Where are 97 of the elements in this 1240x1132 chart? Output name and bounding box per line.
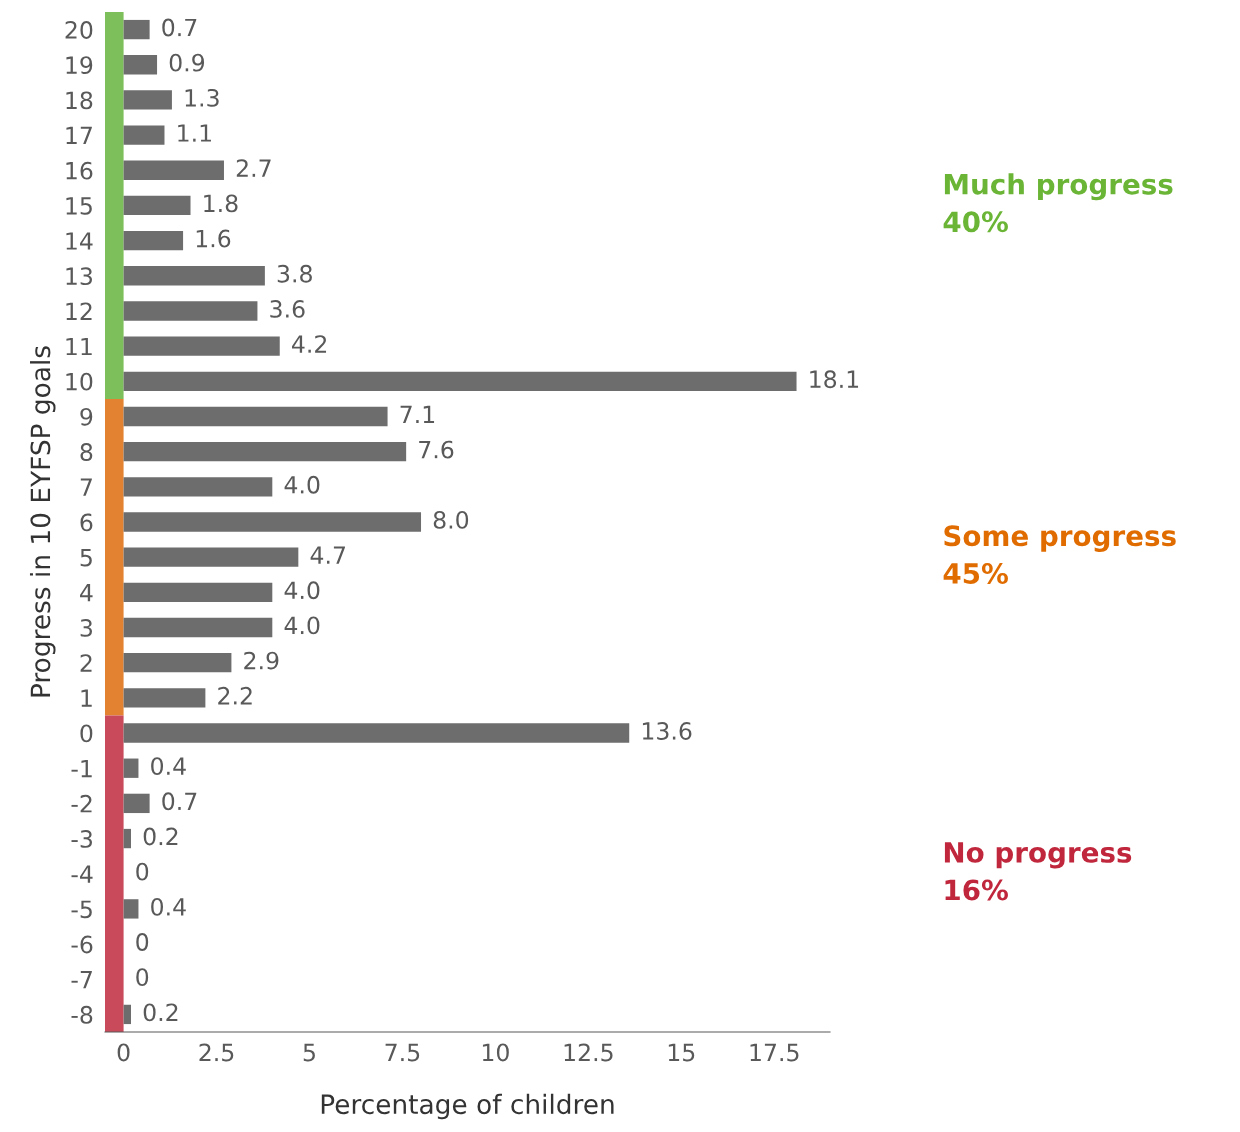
x-tick-label: 17.5 [750,1043,799,1062]
data-label: 13.6 [642,722,692,740]
bar [123,653,232,673]
y-tick-label: 9 [80,407,93,426]
y-tick-label: 13 [66,267,92,286]
y-tick-label: 3 [80,618,92,637]
data-label: 18.1 [810,370,859,389]
data-label: 3.6 [270,299,305,318]
y-tick-label: -4 [71,865,93,883]
y-tick-label: -5 [71,900,92,919]
bar [123,90,172,110]
data-label: 8.0 [433,510,469,529]
y-axis-title: Progress in 10 EYFSP goals [29,346,56,697]
y-tick-label: 6 [80,513,93,532]
y-tick-label: 18 [66,91,93,110]
bar [123,582,273,603]
y-tick-label: 4 [80,584,93,602]
data-label: 0 [136,862,149,881]
y-tick-label: -8 [71,1005,93,1024]
y-tick-label: 7 [80,478,92,496]
data-label: 0.9 [169,53,205,72]
data-label: 0.7 [162,792,197,811]
data-label: 0 [136,933,149,951]
y-tick-label: 14 [66,232,93,250]
y-tick-label: 15 [66,197,92,215]
x-tick-label: 15 [668,1043,695,1062]
data-label: 0 [136,968,149,987]
bar [123,160,224,180]
data-label: 2.2 [218,686,252,705]
bar [123,547,299,567]
data-label: 1.8 [204,194,238,213]
bar [123,899,139,919]
x-tick-label: 0 [117,1043,130,1062]
bar [123,195,191,216]
y-tick-label: -3 [71,830,92,848]
data-label: 1.3 [185,88,219,107]
x-tick-label: 10 [482,1043,509,1062]
y-tick-label: 1 [81,689,92,707]
bar [123,406,388,427]
y-tick-label: 12 [66,302,92,320]
bar [123,266,265,286]
data-label: 7.1 [400,405,435,423]
y-tick-label: 19 [66,56,93,75]
bar [123,1004,132,1025]
bar [123,125,165,145]
y-tick-label: 17 [66,126,92,145]
data-label: 2.9 [244,651,279,670]
data-label: 0.4 [151,757,186,776]
x-tick-label: 7.5 [385,1043,420,1062]
bar [123,688,206,708]
bar [123,758,139,778]
bar [123,441,407,462]
y-tick-label: 2 [80,654,92,672]
x-tick-label: 12.5 [564,1043,613,1062]
data-label: 0.2 [143,1003,178,1022]
text: Some progress 45% [943,525,1176,584]
bar [123,477,273,497]
y-tick-label: 10 [66,372,93,391]
data-label: 4.0 [284,581,320,600]
bar [123,512,422,532]
bar [123,793,150,814]
bar [123,336,280,356]
y-tick-label: 8 [80,443,93,461]
data-label: 3.8 [277,264,312,283]
y-tick-label: 20 [65,21,93,39]
data-label: 1.1 [178,124,211,142]
bar [123,230,184,251]
data-label: 4.7 [310,546,345,564]
y-tick-label: 11 [66,337,92,356]
bar [123,371,797,391]
data-label: 2.7 [236,159,271,177]
data-label: 0.7 [162,18,197,37]
y-tick-label: 5 [80,548,92,567]
y-tick-label: 0 [80,724,93,743]
data-label: 7.6 [419,440,454,459]
x-tick-label: 2.5 [199,1043,234,1062]
bar [123,19,150,40]
bar [123,55,158,75]
y-tick-label: -7 [71,971,92,989]
bar [123,301,258,321]
bar [123,828,132,849]
data-label: 0.4 [151,897,186,916]
x-tick-label: 5 [303,1043,315,1062]
bar [123,723,630,743]
y-tick-label: -2 [71,794,92,813]
text: No progress 16% [944,842,1132,901]
data-label: 4.0 [284,475,320,494]
y-tick-label: 16 [66,161,93,180]
y-tick-label: -6 [71,935,93,954]
x-axis-title: Percentage of children [321,1093,614,1120]
y-tick-label: -1 [71,759,92,778]
data-label: 4.2 [292,335,327,353]
text: Much progress 40% [943,173,1173,233]
bar [123,617,273,638]
data-label: 4.0 [284,616,320,635]
data-label: 1.6 [196,229,231,248]
data-label: 0.2 [143,827,178,846]
